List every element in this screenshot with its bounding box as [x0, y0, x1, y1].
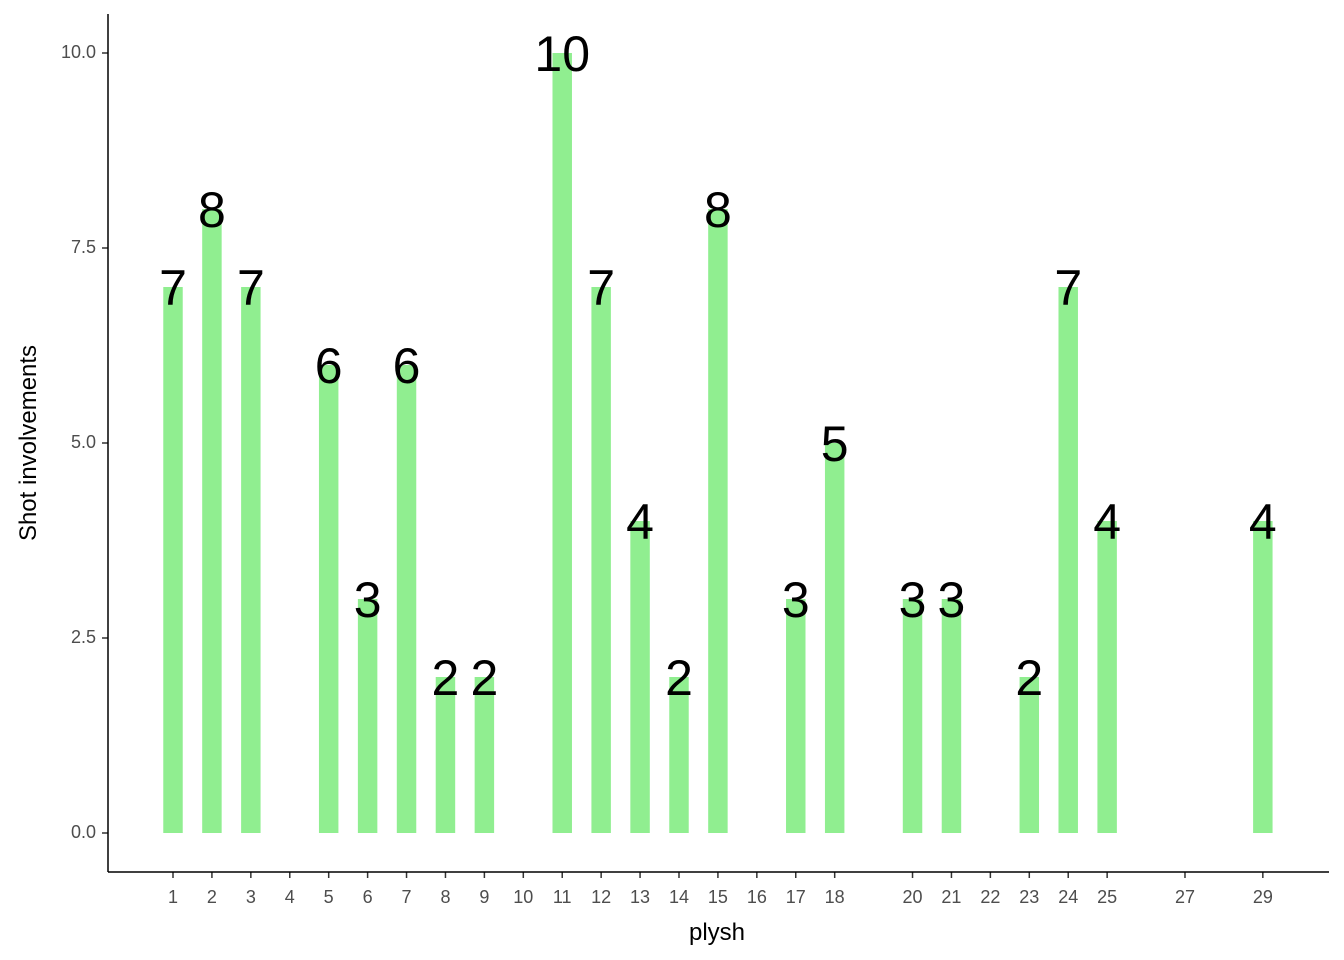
- x-tick-label: 29: [1253, 887, 1273, 907]
- x-tick-label: 3: [246, 887, 256, 907]
- bar: [474, 677, 495, 833]
- value-label: 7: [1054, 260, 1082, 316]
- value-label: 3: [938, 572, 966, 628]
- bar: [708, 209, 728, 833]
- bar: [1097, 521, 1117, 833]
- value-label: 6: [315, 338, 343, 394]
- y-tick-label: 5.0: [71, 432, 96, 452]
- value-label: 7: [159, 260, 187, 316]
- x-tick-label: 27: [1175, 887, 1195, 907]
- x-tick-label: 16: [747, 887, 767, 907]
- x-tick-label: 13: [630, 887, 650, 907]
- bar: [824, 443, 845, 833]
- x-tick-label: 20: [903, 887, 923, 907]
- value-label: 2: [665, 650, 693, 706]
- bar: [941, 599, 962, 833]
- y-tick-label: 2.5: [71, 627, 96, 647]
- x-tick-label: 8: [440, 887, 450, 907]
- bar: [669, 677, 689, 833]
- x-tick-label: 4: [285, 887, 295, 907]
- x-tick-label: 23: [1019, 887, 1039, 907]
- bar: [591, 287, 611, 833]
- bar: [1019, 677, 1040, 833]
- x-tick-label: 6: [363, 887, 373, 907]
- bar: [396, 365, 417, 833]
- y-tick-label: 10.0: [61, 42, 96, 62]
- bar: [552, 53, 572, 833]
- x-tick-label: 11: [553, 887, 572, 907]
- value-label: 7: [587, 260, 615, 316]
- x-axis-title: plysh: [689, 919, 745, 946]
- x-tick-label: 14: [669, 887, 689, 907]
- bar: [1058, 287, 1078, 833]
- x-tick-label: 25: [1097, 887, 1117, 907]
- bar: [241, 287, 261, 833]
- bar: [163, 287, 183, 833]
- value-label: 2: [470, 650, 498, 706]
- value-label: 4: [626, 494, 654, 550]
- x-tick-label: 1: [168, 887, 178, 907]
- x-tick-label: 24: [1058, 887, 1078, 907]
- x-tick-label: 12: [591, 887, 611, 907]
- value-label: 10: [534, 26, 590, 82]
- value-label: 3: [899, 572, 927, 628]
- value-label: 6: [393, 338, 421, 394]
- y-tick-label: 7.5: [71, 237, 96, 257]
- y-tick-label: 0.0: [71, 822, 96, 842]
- value-label: 4: [1093, 494, 1121, 550]
- x-tick-label: 18: [825, 887, 845, 907]
- bar: [630, 521, 650, 833]
- value-label: 3: [782, 572, 810, 628]
- x-tick-label: 2: [207, 887, 217, 907]
- x-tick-label: 10: [513, 887, 533, 907]
- bar: [435, 677, 456, 833]
- value-label: 2: [432, 650, 460, 706]
- x-tick-label: 5: [324, 887, 334, 907]
- x-tick-label: 21: [941, 887, 961, 907]
- value-label: 3: [354, 572, 382, 628]
- bar: [902, 599, 923, 833]
- x-tick-label: 9: [479, 887, 489, 907]
- value-label: 7: [237, 260, 265, 316]
- bar: [1253, 521, 1273, 833]
- bar: [202, 209, 222, 833]
- value-label: 8: [198, 182, 226, 238]
- y-axis-title: Shot involvements: [15, 345, 42, 541]
- x-tick-label: 7: [402, 887, 412, 907]
- bar: [786, 599, 806, 833]
- value-label: 2: [1015, 650, 1043, 706]
- value-label: 5: [821, 416, 849, 472]
- bar: [318, 365, 339, 833]
- bar: [357, 599, 378, 833]
- value-label: 8: [704, 182, 732, 238]
- value-label: 4: [1249, 494, 1277, 550]
- x-tick-label: 15: [708, 887, 728, 907]
- x-tick-label: 17: [786, 887, 806, 907]
- x-tick-label: 22: [980, 887, 1000, 907]
